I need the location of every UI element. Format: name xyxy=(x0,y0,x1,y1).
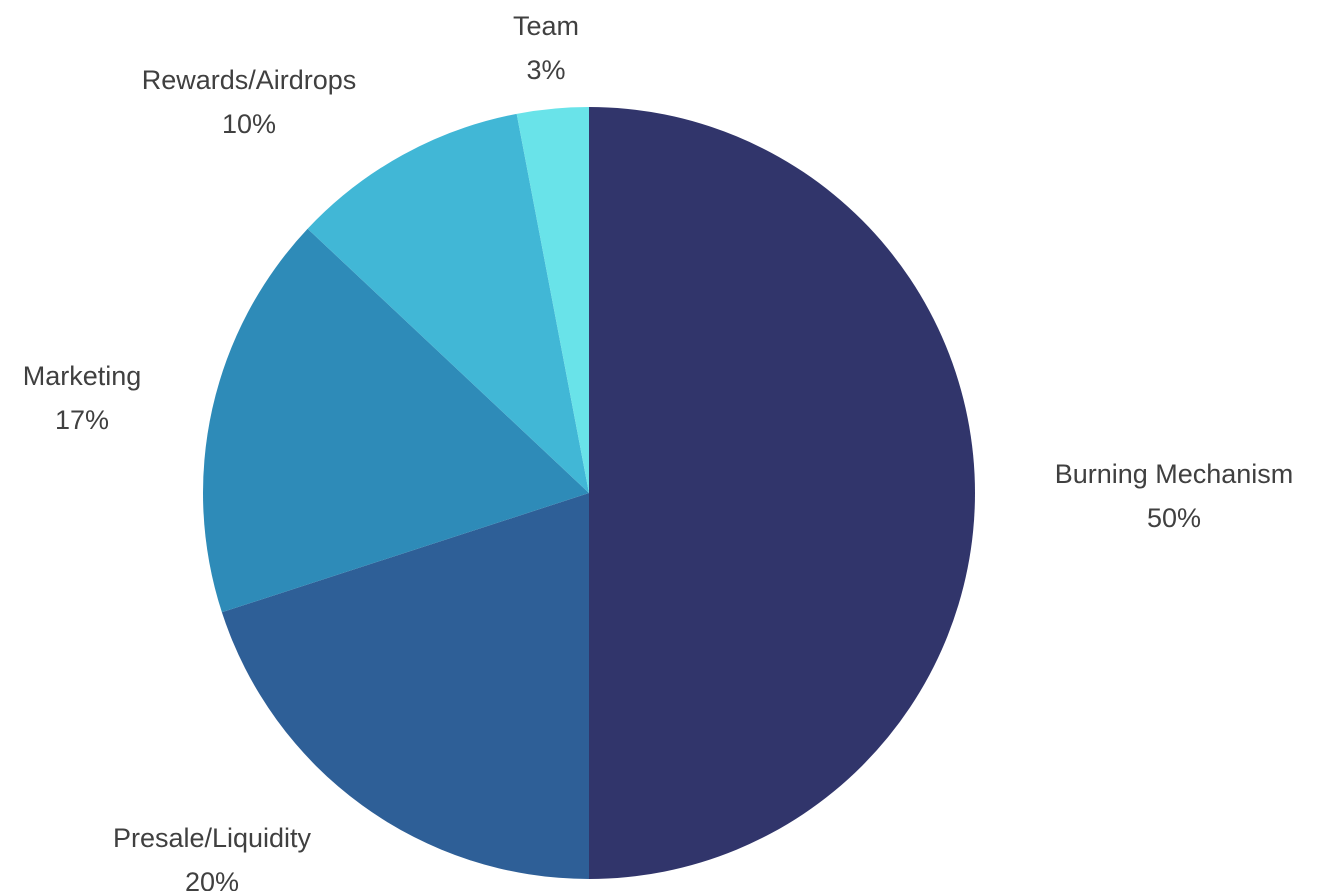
data-label-burning-mechanism: Burning Mechanism 50% xyxy=(1055,459,1294,533)
data-label-marketing: Marketing 17% xyxy=(23,361,142,435)
pie-slice-presale-liquidity xyxy=(221,493,589,879)
pie-slice-rewards-airdrops xyxy=(307,113,589,493)
slice-category-label: Marketing xyxy=(23,361,142,391)
data-label-presale-liquidity: Presale/Liquidity 20% xyxy=(113,823,312,891)
pie-slice-burning-mechanism xyxy=(589,107,975,879)
slice-value-label: 20% xyxy=(185,867,239,891)
slice-category-label: Team xyxy=(513,11,579,41)
slice-category-label: Burning Mechanism xyxy=(1055,459,1294,489)
pie-slice-team xyxy=(516,107,589,493)
data-label-team: Team 3% xyxy=(513,11,579,85)
slice-value-label: 3% xyxy=(526,55,565,85)
slice-value-label: 17% xyxy=(55,405,109,435)
data-label-rewards-airdrops: Rewards/Airdrops 10% xyxy=(142,65,357,139)
slice-value-label: 10% xyxy=(222,109,276,139)
slice-value-label: 50% xyxy=(1147,503,1201,533)
slice-category-label: Presale/Liquidity xyxy=(113,823,312,853)
pie-slice-marketing xyxy=(202,228,589,613)
slice-category-label: Rewards/Airdrops xyxy=(142,65,357,95)
